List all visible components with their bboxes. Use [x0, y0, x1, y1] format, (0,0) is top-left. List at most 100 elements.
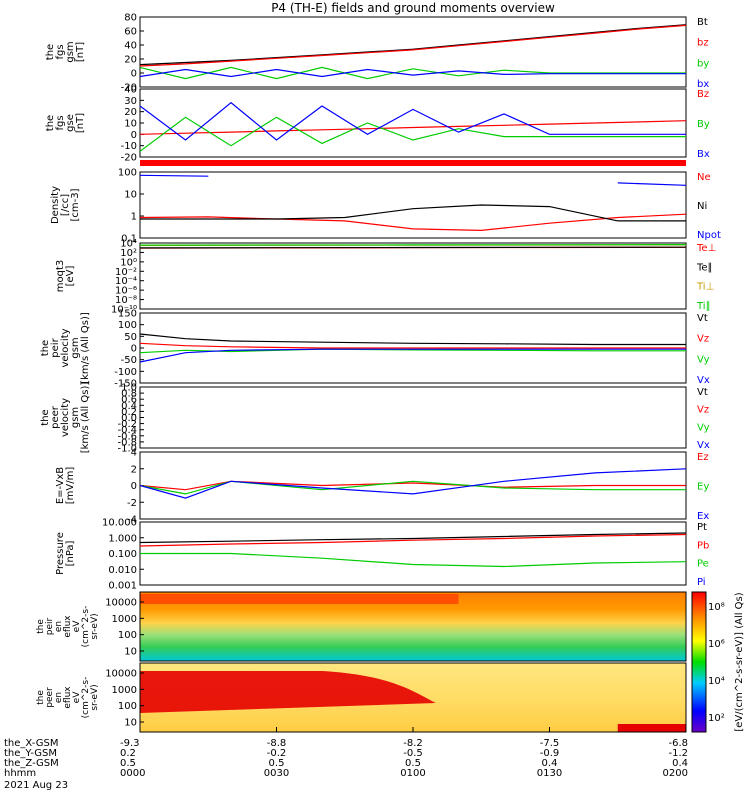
ytick-label: -20: [121, 153, 137, 164]
series-fgs_gsm-1: [139, 24, 687, 67]
panel-peer_velocity: 1.00.80.60.40.20.0-0.2-0.4-0.6-0.8-1.0 th…: [40, 382, 710, 455]
xaxis-value: -7.5: [540, 738, 560, 749]
spectrogram-low-band: [617, 724, 686, 732]
ytick-label: 10⁻⁶: [115, 286, 137, 297]
ytick-label: 100: [118, 630, 137, 641]
panel-efield: 4 2 0 -2 -4 E=-VxB [mV/m] Ez Ey Ex: [55, 448, 709, 526]
legend-pressure-0: Pt: [697, 522, 707, 533]
ylabel-text: velocity: [60, 398, 71, 437]
xaxis-value: 0100: [400, 768, 425, 779]
ytick-label: -20: [121, 83, 137, 94]
ytick-label: 0.6: [121, 395, 137, 406]
legend-density-1: Ni: [697, 201, 707, 212]
legend-peer_velocity-0: Vt: [697, 387, 708, 398]
ytick-label: 0: [131, 130, 137, 141]
ylabel-text: E=-VxB: [55, 467, 66, 504]
xaxis-row-label: the_X-GSM: [4, 738, 58, 749]
colorbar-tick-label: 10⁴: [708, 676, 725, 687]
series-efield-2: [139, 468, 687, 499]
separator-bar: [140, 160, 686, 166]
panel-frame: [139, 171, 687, 239]
ylabel-text: sr-eV): [90, 613, 100, 639]
ylabel-text: peer: [50, 405, 61, 429]
ytick-label: 2: [131, 464, 137, 475]
series-fgs_gsm-2: [139, 66, 686, 80]
series-pressure-2: [140, 552, 687, 568]
ytick-label: -100: [114, 367, 137, 378]
xaxis-value: 0.5: [269, 758, 285, 769]
ylabel-text: [cm-3]: [70, 188, 81, 221]
legend-efield-2: Ex: [697, 511, 709, 522]
ytick-label: 10.000: [102, 518, 137, 529]
ylabel-text: eflux: [63, 615, 73, 638]
legend-peer_velocity-1: Vz: [697, 405, 709, 416]
xaxis-value: -0.5: [403, 748, 423, 759]
spectrogram-hotspot: [140, 671, 436, 713]
ytick-label: 40: [124, 41, 137, 52]
ylabel-text: the: [36, 690, 46, 705]
ytick-label: 1.0: [121, 383, 137, 394]
ytick-label: 10²: [120, 248, 137, 259]
ytick-label: 10⁻⁴: [115, 276, 137, 287]
ytick-label: 0: [131, 481, 137, 492]
xaxis-value: 0.5: [120, 758, 136, 769]
ytick-label: -0.4: [117, 425, 137, 436]
legend-fgs_gsm-2: by: [697, 58, 709, 69]
legend-efield-1: Ey: [697, 482, 709, 493]
legend-temperature-1: Te∥: [696, 262, 713, 273]
ytick-label: -2: [127, 498, 137, 509]
xaxis-value: -9.3: [120, 738, 140, 749]
series-peir_velocity-0: [139, 333, 686, 346]
ytick-label: 0.100: [108, 549, 137, 560]
ylabel-text: peir: [45, 617, 55, 635]
colorbar-tick-label: 10²: [708, 713, 725, 724]
legend-fgs_gse-0: Bz: [697, 89, 709, 100]
ytick-label: 0.2: [121, 407, 137, 418]
ytick-label: 10: [124, 119, 137, 130]
panel-frame: [139, 591, 687, 662]
xaxis-value: -6.8: [668, 738, 688, 749]
ytick-label: 20: [124, 55, 137, 66]
ytick-label: -10: [121, 141, 137, 152]
ylabel-text: the: [45, 115, 56, 131]
legend-peer_velocity-3: Vx: [697, 440, 710, 451]
ylabel-text: gsm: [70, 337, 81, 358]
legend-fgs_gsm-1: bz: [697, 38, 709, 49]
ytick-label: 0.1: [121, 234, 137, 245]
ytick-label: 10: [124, 647, 137, 658]
spectrogram-peir_en_eflux: 10000 1000 100 10 the peir en eflux eV (cm^2-s-sr…: [36, 591, 687, 662]
colorbar: [691, 591, 707, 733]
ylabel-text: the: [45, 44, 56, 60]
legend-peir_velocity-1: Vz: [697, 334, 709, 345]
ytick-label: -0.2: [117, 419, 137, 430]
legend-pressure-1: Pb: [697, 540, 709, 551]
ylabel-text: [eV]: [65, 266, 76, 287]
xaxis-value: 0.2: [120, 748, 136, 759]
ytick-label: 100: [118, 701, 137, 712]
legend-pressure-3: Pi: [697, 577, 706, 588]
ytick-label: 100: [118, 320, 137, 331]
ytick-label: 1.000: [108, 533, 137, 544]
ytick-label: 10: [124, 190, 137, 201]
ytick-label: 1000: [112, 685, 137, 696]
xaxis-value: -1.2: [668, 748, 688, 759]
ytick-label: 10⁻⁸: [115, 295, 137, 306]
series-fgs_gse-1: [139, 116, 686, 152]
legend-peir_velocity-2: Vy: [697, 354, 710, 365]
xaxis-value: 0.5: [405, 758, 421, 769]
panel-frame: [139, 386, 687, 449]
ylabel-text: velocity: [60, 328, 71, 367]
ytick-label: 10⁴: [120, 239, 137, 250]
ylabel-text: [nT]: [75, 42, 86, 62]
ytick-label: 0: [131, 344, 137, 355]
series-density-0: [139, 213, 687, 232]
xaxis-value: 0.4: [672, 758, 688, 769]
ytick-label: 0.010: [108, 565, 137, 576]
ylabel-text: [km/s (All Qs)]: [80, 382, 91, 454]
series-pressure-1: [139, 533, 687, 547]
panel-frame: [139, 242, 687, 310]
series-pressure-0: [139, 532, 687, 544]
ytick-label: 10000: [105, 669, 137, 680]
